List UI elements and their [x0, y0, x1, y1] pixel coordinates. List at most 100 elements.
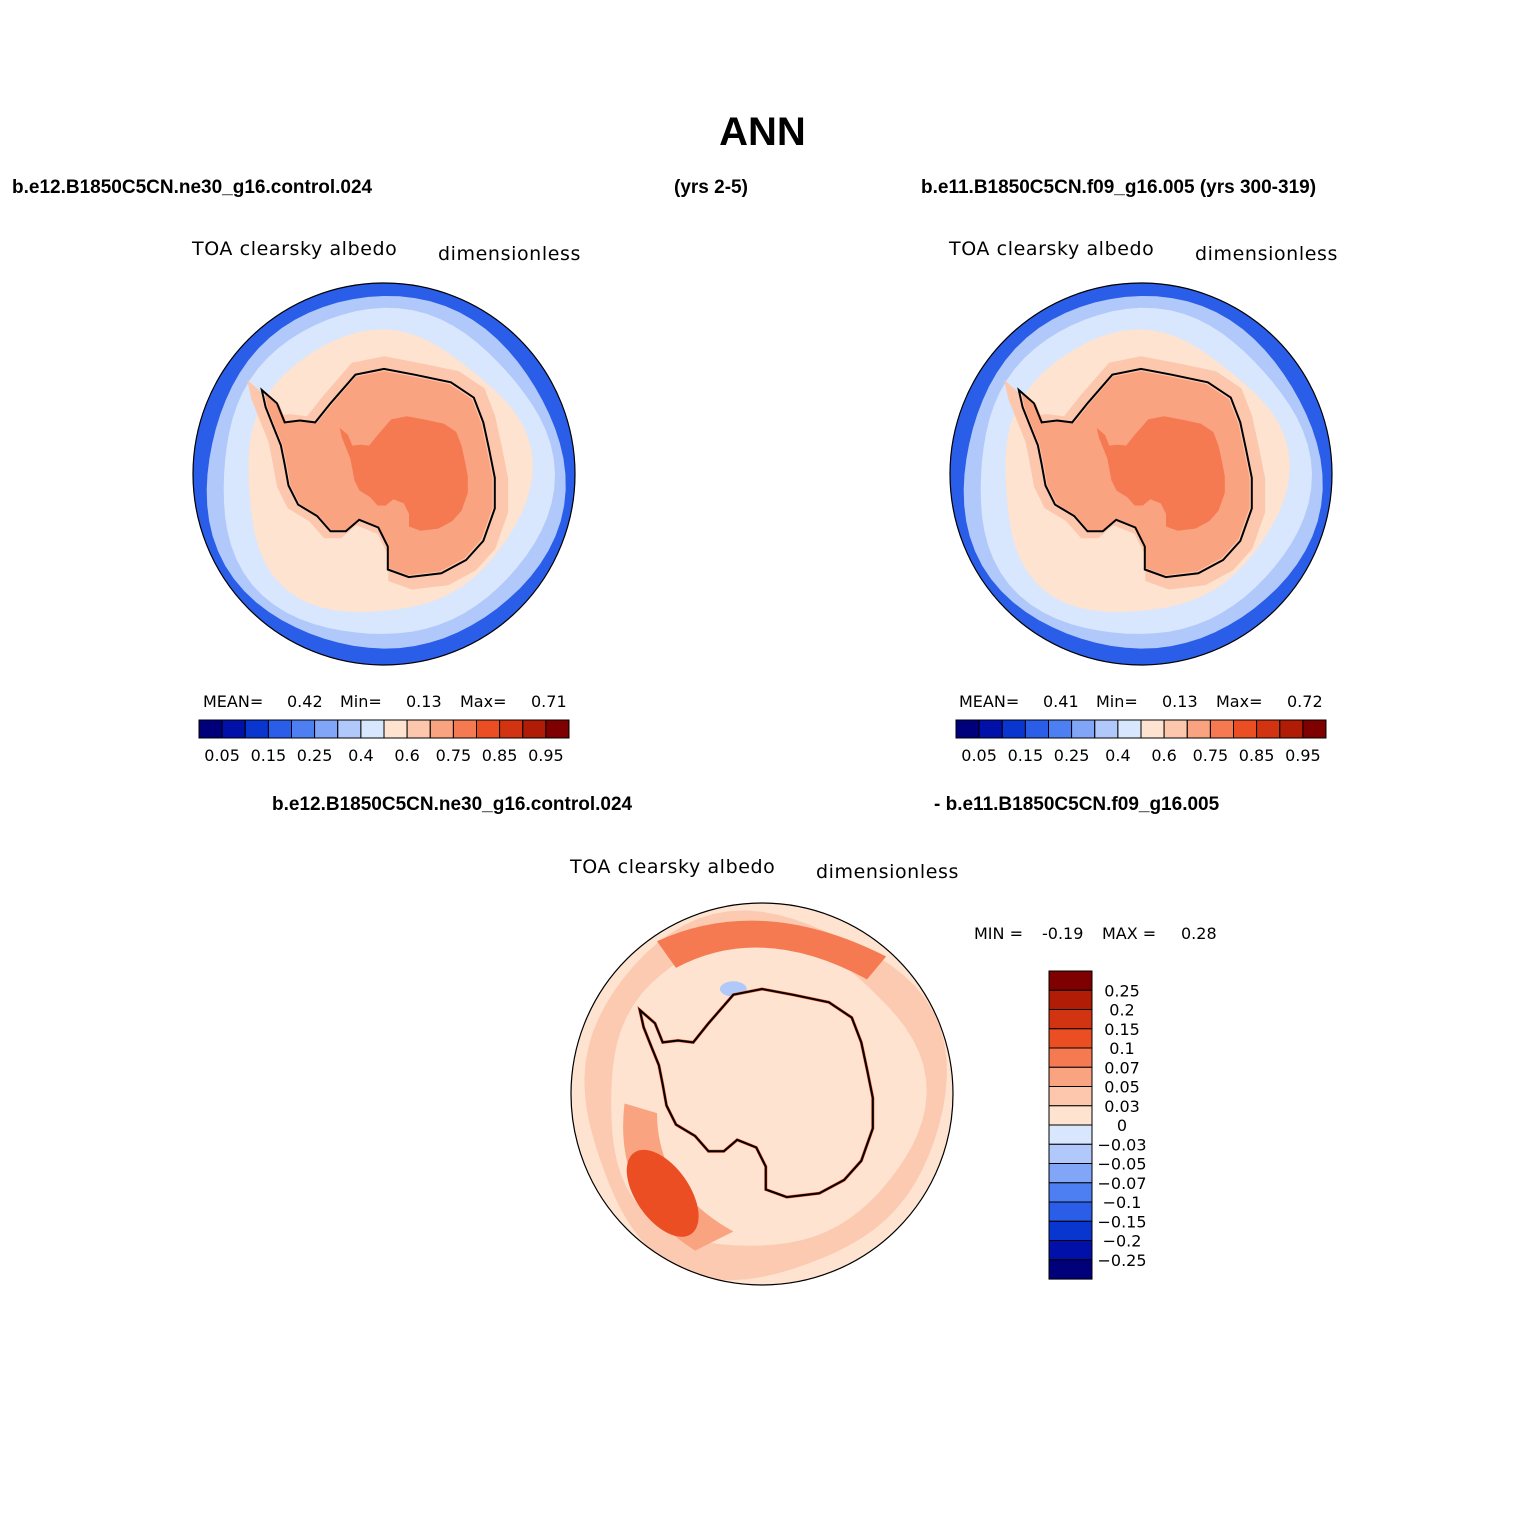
- panel1-colorbar-box: [221, 719, 246, 739]
- panel1-mean-value: 0.42: [287, 692, 323, 711]
- diff-colorbar-tick: −0.1: [1103, 1193, 1142, 1212]
- panel2-colorbar-box: [1233, 719, 1258, 739]
- diff-ross-sea-core: [626, 1149, 699, 1237]
- panel2-colorbar-box: [1001, 719, 1026, 739]
- diff-colorbar-box: [1048, 1240, 1093, 1261]
- diff-colorbar-box: [1048, 989, 1093, 1011]
- diff-colorbar-tick: 0.05: [1104, 1078, 1140, 1097]
- diff-weddell-front: [657, 920, 887, 980]
- panel1-colorbar-box: [337, 719, 362, 739]
- panel2-colorbar-box: [1024, 719, 1050, 739]
- panel3-variable: TOA clearsky albedo: [570, 856, 776, 878]
- panel1-colorbar-box: [198, 719, 223, 739]
- panel1-colorbar-tick: 0.4: [348, 746, 373, 765]
- header-diff-test: b.e12.B1850C5CN.ne30_g16.control.024: [272, 794, 633, 815]
- panel1-field: [193, 283, 575, 665]
- diff-colorbar-box: [1048, 970, 1093, 991]
- diff-map-border: [570, 902, 954, 1286]
- panel2-mean-value: 0.41: [1043, 692, 1079, 711]
- panel1-colorbar-box: [360, 719, 385, 739]
- panel1-colorbar-box: [244, 719, 269, 739]
- panel2-colorbar-tick: 0.6: [1151, 746, 1176, 765]
- panel1-units: dimensionless: [438, 243, 581, 265]
- diff-colorbar-box: [1048, 1028, 1093, 1049]
- panel2-colorbar-box: [955, 719, 980, 739]
- panel3-max-label: MAX =: [1102, 924, 1157, 943]
- panel2-colorbar-tick: 0.25: [1054, 746, 1090, 765]
- panel2-colorbar-tick: 0.05: [961, 746, 997, 765]
- panel2-interior: [1096, 416, 1225, 531]
- diff-colorbar-box: [1048, 1047, 1093, 1068]
- diff-colorbar-tick: −0.15: [1097, 1212, 1146, 1231]
- panel3-units: dimensionless: [816, 861, 959, 883]
- diff-colorbar-tick: 0.25: [1104, 981, 1140, 1000]
- panel1-max-label: Max=: [460, 692, 507, 711]
- diff-colorbar-tick: 0.15: [1104, 1020, 1140, 1039]
- panel1-colorbar-box: [267, 719, 292, 739]
- diff-colorbar-tick: −0.2: [1103, 1232, 1142, 1251]
- panel1-interior: [339, 416, 468, 531]
- panel2-max-label: Max=: [1216, 692, 1263, 711]
- panel1-colorbar-tick: 0.15: [251, 746, 287, 765]
- diff-colorbar-box: [1048, 1259, 1093, 1280]
- panel2-variable: TOA clearsky albedo: [949, 238, 1155, 260]
- panel1-colorbar-tick: 0.75: [436, 746, 472, 765]
- diff-colorbar-box: [1048, 1143, 1093, 1165]
- panel1-mean-label: MEAN=: [203, 692, 264, 711]
- panel1-colorbar-tick: 0.85: [482, 746, 518, 765]
- diff-colorbar-tick: 0: [1117, 1116, 1127, 1135]
- panel1-colorbar-box: [545, 719, 570, 739]
- panel1-coastline: [260, 367, 496, 579]
- diff-ross-sea-band: [623, 1103, 734, 1251]
- panel1-min-label: Min=: [340, 692, 382, 711]
- panel2-colorbar-box: [1186, 719, 1211, 739]
- panel2-colorbar-box: [978, 719, 1003, 739]
- panel1-colorbar-box: [383, 719, 408, 739]
- panel2-colorbar-box: [1117, 719, 1142, 739]
- diff-colorbar-tick: 0.03: [1104, 1097, 1140, 1116]
- panel1-colorbar-tick: 0.6: [394, 746, 419, 765]
- diff-colorbar-tick: −0.07: [1097, 1174, 1146, 1193]
- panel2-min-value: 0.13: [1162, 692, 1198, 711]
- diff-colorbar-box: [1048, 1086, 1093, 1107]
- diff-colorbar-box: [1048, 1105, 1093, 1126]
- panel2-colorbar-box: [1071, 719, 1096, 739]
- diff-colorbar-box: [1048, 1066, 1093, 1088]
- panel1-colorbar-box: [476, 719, 501, 739]
- panel1-colorbar-tick: 0.25: [297, 746, 333, 765]
- panel1-min-value: 0.13: [406, 692, 442, 711]
- panel1-colorbar-box: [452, 719, 477, 739]
- panel2-max-value: 0.72: [1287, 692, 1323, 711]
- panel2-colorbar-box: [1256, 719, 1281, 739]
- panel2-colorbar-box: [1302, 719, 1327, 739]
- diff-colorbar-box: [1048, 1201, 1093, 1222]
- panel2-colorbar-tick: 0.75: [1193, 746, 1229, 765]
- diff-field: [571, 903, 953, 1285]
- panel2-colorbar-box: [1163, 719, 1188, 739]
- diff-colorbar-tick: 0.07: [1104, 1058, 1140, 1077]
- panel2-colorbar-box: [1140, 719, 1165, 739]
- header-control-case: b.e11.B1850C5CN.f09_g16.005 (yrs 300-319…: [921, 177, 1317, 198]
- panel2-colorbar-tick: 0.95: [1285, 746, 1321, 765]
- panel3-max-value: 0.28: [1181, 924, 1217, 943]
- diff-colorbar-box: [1048, 1163, 1093, 1184]
- diff-colorbar-box: [1048, 1220, 1093, 1242]
- panel2-colorbar-tick: 0.85: [1239, 746, 1275, 765]
- panel2-colorbar-box: [1209, 719, 1235, 739]
- diff-colorbar-tick: 0.2: [1109, 1001, 1134, 1020]
- panel2-field: [950, 283, 1332, 665]
- header-test-case: b.e12.B1850C5CN.ne30_g16.control.024: [12, 177, 373, 198]
- panel1-variable: TOA clearsky albedo: [192, 238, 398, 260]
- panel1-colorbar-tick: 0.95: [528, 746, 564, 765]
- panel1-colorbar-box: [406, 719, 431, 739]
- header-years: (yrs 2-5): [674, 177, 748, 198]
- panel2-min-label: Min=: [1096, 692, 1138, 711]
- panel2-colorbar-box: [1279, 719, 1304, 739]
- diff-coastline: [638, 987, 874, 1199]
- panel1-colorbar-box: [314, 719, 339, 739]
- panel2-colorbar-tick: 0.4: [1105, 746, 1130, 765]
- panel1-colorbar-box: [522, 719, 547, 739]
- panel2-mean-label: MEAN=: [959, 692, 1020, 711]
- diff-colorbar-box: [1048, 1124, 1093, 1145]
